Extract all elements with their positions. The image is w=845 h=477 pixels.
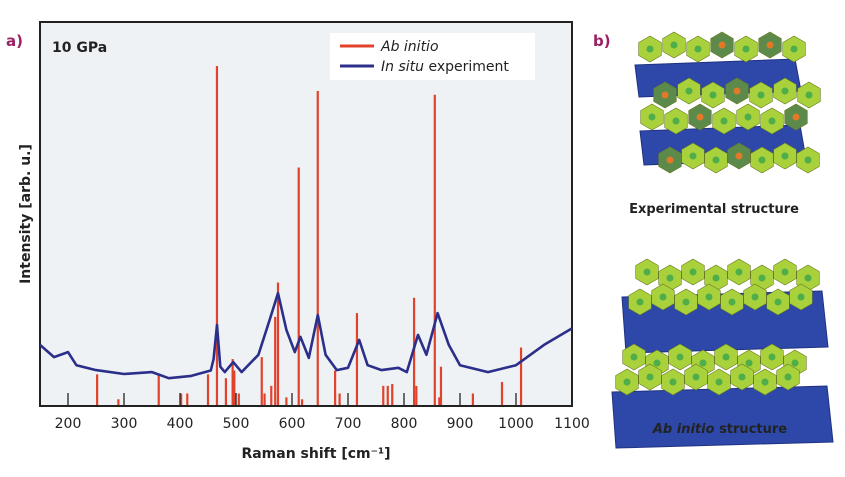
atom: [699, 359, 707, 367]
atom: [669, 378, 677, 386]
ab-initio-structure-image: [611, 258, 834, 449]
atom: [742, 45, 750, 53]
atom: [768, 353, 776, 361]
atom: [757, 91, 765, 99]
atom: [648, 113, 656, 121]
x-tick-label: 900: [447, 416, 474, 432]
atom: [694, 45, 702, 53]
ab-initio-structure-caption: Ab initio structure: [652, 422, 787, 437]
atom: [774, 298, 782, 306]
panel-b-label: b): [593, 32, 611, 50]
atom: [623, 378, 631, 386]
panel-a-label: a): [6, 32, 23, 50]
x-tick-label: 700: [335, 416, 362, 432]
x-ticks: 200 300 400 500 600 700 800 900 1000 1100: [55, 393, 590, 432]
atom: [661, 91, 669, 99]
atom: [791, 359, 799, 367]
atom: [672, 117, 680, 125]
pressure-annotation: 10 GPa: [52, 40, 107, 56]
atom: [715, 378, 723, 386]
atom: [804, 274, 812, 282]
atom: [666, 156, 674, 164]
atom: [646, 373, 654, 381]
experimental-structure-caption: Experimental structure: [629, 202, 799, 217]
atom: [659, 293, 667, 301]
atom: [689, 152, 697, 160]
experiment-line: [39, 291, 573, 380]
atom: [676, 353, 684, 361]
atom: [705, 293, 713, 301]
atom: [636, 298, 644, 306]
blue-polyhedra-layer: [611, 385, 834, 449]
atom: [784, 373, 792, 381]
atom: [712, 156, 720, 164]
ab-initio-sticks: [96, 66, 523, 405]
x-tick-label: 300: [111, 416, 138, 432]
experimental-structure-image: [634, 31, 821, 174]
x-tick-label: 1100: [554, 416, 590, 432]
y-axis-label: Intensity [arb. u.]: [18, 144, 34, 284]
plot-area: [39, 21, 573, 407]
atom: [696, 113, 704, 121]
atom: [666, 274, 674, 282]
atom: [728, 298, 736, 306]
atom: [781, 152, 789, 160]
raman-chart: 10 GPa 200 300 400 500 600 700 800 900 1000 1100 …: [18, 21, 590, 462]
x-tick-label: 800: [391, 416, 418, 432]
atom: [735, 268, 743, 276]
atom: [781, 87, 789, 95]
x-axis-label: Raman shift [cm⁻¹]: [241, 446, 390, 462]
atom: [735, 152, 743, 160]
atom: [630, 353, 638, 361]
atom: [781, 268, 789, 276]
x-tick-label: 200: [55, 416, 82, 432]
atom: [643, 268, 651, 276]
atom: [682, 298, 690, 306]
atom: [653, 359, 661, 367]
atom: [646, 45, 654, 53]
x-tick-label: 1000: [498, 416, 534, 432]
atom: [712, 274, 720, 282]
atom: [722, 353, 730, 361]
atom: [790, 45, 798, 53]
atom: [670, 41, 678, 49]
atom: [718, 41, 726, 49]
x-tick-label: 400: [167, 416, 194, 432]
atom: [709, 91, 717, 99]
legend-label-ab-initio: Ab initio: [380, 39, 439, 55]
atom: [792, 113, 800, 121]
atom: [738, 373, 746, 381]
atom: [804, 156, 812, 164]
x-tick-label: 500: [223, 416, 250, 432]
atom: [758, 156, 766, 164]
atom: [745, 359, 753, 367]
atom: [758, 274, 766, 282]
atom: [744, 113, 752, 121]
legend-box: [330, 33, 535, 80]
atom: [720, 117, 728, 125]
atom: [805, 91, 813, 99]
x-tick-label: 600: [279, 416, 306, 432]
atom: [761, 378, 769, 386]
atom: [733, 87, 741, 95]
atom: [689, 268, 697, 276]
atom: [797, 293, 805, 301]
atom: [751, 293, 759, 301]
atom: [766, 41, 774, 49]
atom: [692, 373, 700, 381]
atom: [768, 117, 776, 125]
atom: [685, 87, 693, 95]
legend-label-experiment: In situ experiment: [381, 59, 509, 75]
legend: Ab initio In situ experiment: [330, 33, 535, 80]
